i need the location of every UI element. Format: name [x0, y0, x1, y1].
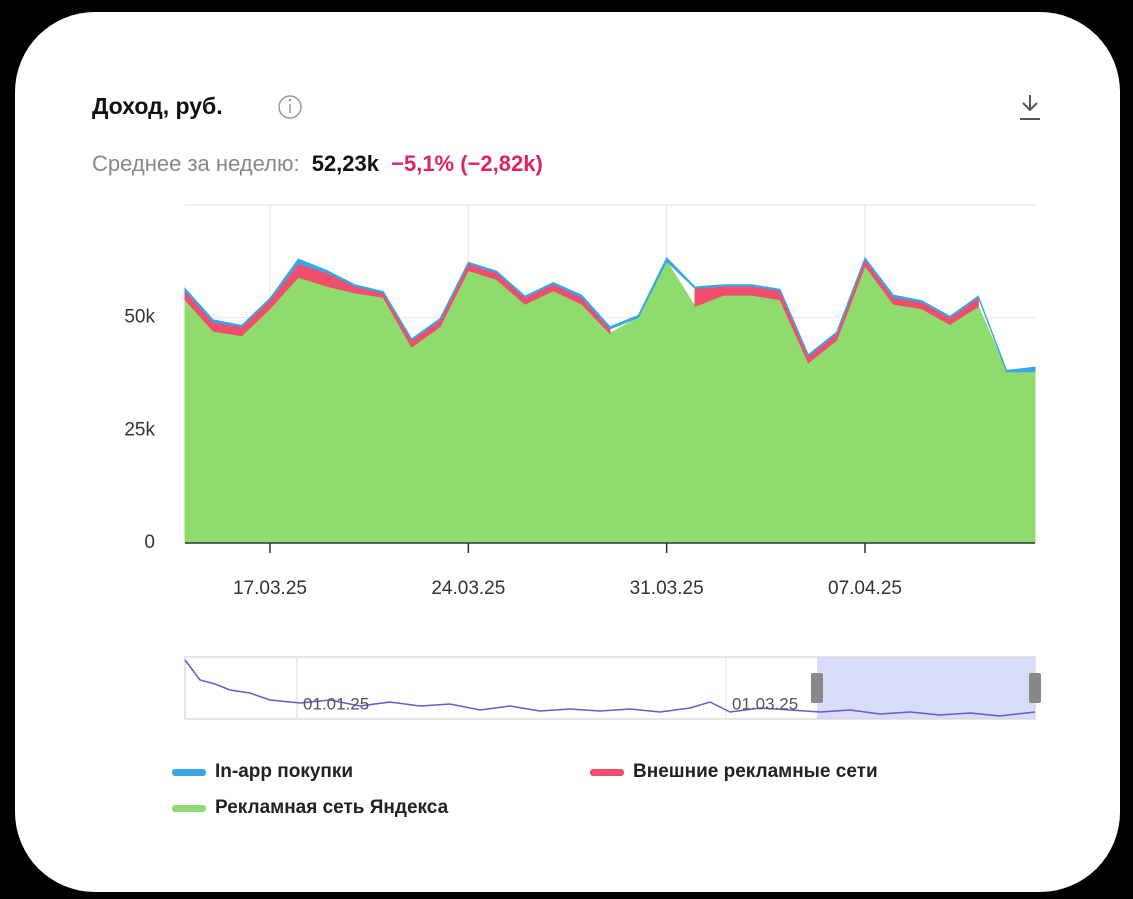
summary-label: Среднее за неделю: — [92, 151, 300, 176]
info-icon[interactable] — [278, 95, 302, 119]
plot: 0 25k 50k 17.03.25 24.03.25 31.03.25 07.04.25 — [124, 205, 1036, 599]
y-tick-label: 25k — [124, 419, 155, 440]
legend-label: In-app покупки — [215, 761, 353, 782]
summary: Среднее за неделю: 52,23k −5,1% (−2,82k) — [92, 151, 543, 176]
download-icon[interactable] — [1020, 95, 1040, 120]
legend: In-app покупки Внешние рекламные сети Рекл… — [172, 761, 878, 818]
legend-swatch — [590, 769, 624, 776]
legend-label: Рекламная сеть Яндекса — [215, 797, 449, 818]
legend-label: Внешние рекламные сети — [633, 761, 878, 782]
x-tick-label: 17.03.25 — [233, 578, 307, 599]
x-tick-label: 31.03.25 — [630, 578, 704, 599]
navigator-label: 01.03.25 — [732, 694, 798, 713]
x-tick-label: 07.04.25 — [828, 578, 902, 599]
y-tick-label: 0 — [144, 532, 155, 553]
legend-swatch — [172, 769, 206, 776]
legend-swatch — [172, 805, 206, 812]
navigator-label: 01.01.25 — [303, 694, 369, 713]
summary-value: 52,23k — [312, 151, 380, 176]
title: Доход, руб. — [92, 93, 223, 119]
y-tick-label: 50k — [124, 307, 155, 328]
area — [184, 256, 1036, 373]
summary-change: −5,1% (−2,82k) — [391, 151, 543, 176]
x-tick-label: 24.03.25 — [431, 578, 505, 599]
navigator[interactable]: 01.01.25 01.03.25 — [184, 656, 1041, 720]
